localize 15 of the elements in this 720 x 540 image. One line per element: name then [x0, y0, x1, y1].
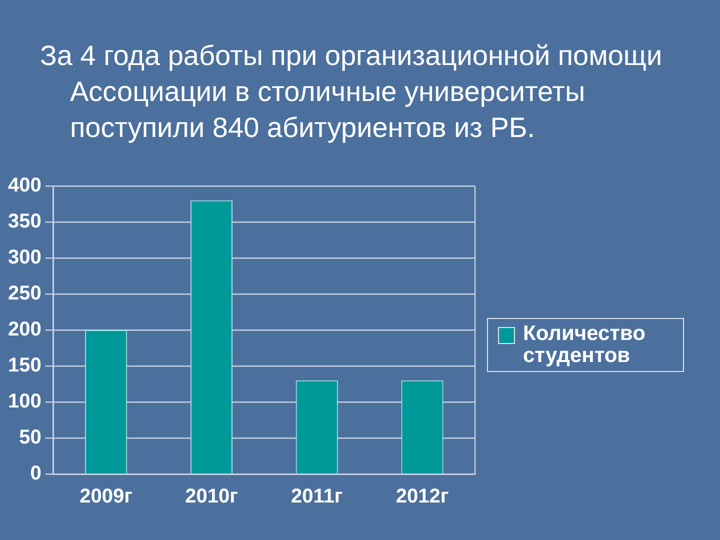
y-tick-label: 100 [8, 390, 42, 413]
y-tick-label: 150 [8, 354, 42, 377]
y-tick-label: 50 [19, 426, 42, 449]
x-tick-label: 2012г [396, 486, 449, 508]
y-tick-label: 200 [8, 318, 42, 341]
y-tick-label: 300 [8, 246, 42, 269]
y-tick-label: 250 [8, 282, 42, 305]
y-tick-label: 0 [30, 462, 42, 485]
chart-title: За 4 года работы при организационной помощи Ассоциации в столичные университеты поступили 840 абитуриентов из РБ. [40, 39, 664, 145]
x-tick-label: 2010г [185, 486, 238, 508]
x-tick-label: 2009г [80, 486, 132, 508]
y-tick-label: 400 [8, 174, 42, 197]
legend-label: Количество студентов [523, 322, 646, 367]
y-tick-label: 350 [8, 210, 42, 233]
x-tick-label: 2011г [291, 486, 343, 508]
